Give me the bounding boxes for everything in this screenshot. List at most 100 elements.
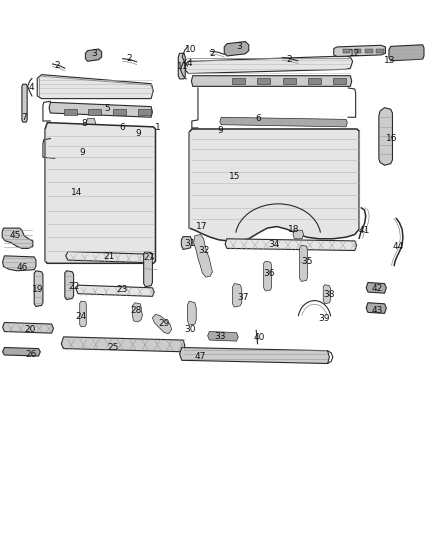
Bar xyxy=(365,49,373,53)
Polygon shape xyxy=(379,108,392,165)
Text: 31: 31 xyxy=(185,239,196,248)
Text: 20: 20 xyxy=(24,326,35,334)
Text: 43: 43 xyxy=(372,306,383,314)
Polygon shape xyxy=(65,271,74,300)
Text: 32: 32 xyxy=(198,246,209,255)
Text: 2: 2 xyxy=(127,54,132,63)
Text: 2: 2 xyxy=(210,49,215,58)
Polygon shape xyxy=(194,235,212,277)
Polygon shape xyxy=(152,314,172,334)
Text: 3: 3 xyxy=(236,43,242,51)
Text: 46: 46 xyxy=(16,263,28,272)
Text: 1: 1 xyxy=(155,124,161,132)
Polygon shape xyxy=(185,56,353,74)
Polygon shape xyxy=(97,127,148,135)
Polygon shape xyxy=(66,252,153,263)
Text: 47: 47 xyxy=(195,352,206,360)
Text: 9: 9 xyxy=(217,126,223,135)
Polygon shape xyxy=(208,332,238,341)
Text: 19: 19 xyxy=(32,286,43,294)
Polygon shape xyxy=(264,261,272,291)
Text: 9: 9 xyxy=(135,130,141,138)
Polygon shape xyxy=(187,301,196,325)
Polygon shape xyxy=(132,303,142,322)
Text: 24: 24 xyxy=(75,312,87,320)
Text: 2: 2 xyxy=(286,55,292,64)
Text: 42: 42 xyxy=(372,285,383,293)
Text: 23: 23 xyxy=(116,286,127,294)
Bar xyxy=(138,109,151,115)
Bar xyxy=(307,78,321,84)
Polygon shape xyxy=(45,123,155,263)
Text: 18: 18 xyxy=(288,225,299,233)
Text: 6: 6 xyxy=(119,124,125,132)
Bar xyxy=(64,109,77,115)
Text: 28: 28 xyxy=(130,306,141,314)
Text: 25: 25 xyxy=(107,343,119,352)
Text: 2: 2 xyxy=(54,61,60,69)
Text: 40: 40 xyxy=(254,334,265,342)
Text: 13: 13 xyxy=(384,56,396,65)
Polygon shape xyxy=(225,239,357,251)
Polygon shape xyxy=(366,303,386,313)
Bar xyxy=(353,49,361,53)
Polygon shape xyxy=(22,84,27,122)
Text: 37: 37 xyxy=(237,293,249,302)
Bar xyxy=(333,78,346,84)
Text: 35: 35 xyxy=(301,257,312,265)
Polygon shape xyxy=(181,237,192,249)
Polygon shape xyxy=(224,42,249,56)
Text: 5: 5 xyxy=(104,104,110,113)
Text: 4: 4 xyxy=(187,60,192,68)
Polygon shape xyxy=(34,271,43,306)
Text: 33: 33 xyxy=(214,333,226,341)
Polygon shape xyxy=(189,129,359,241)
Polygon shape xyxy=(85,49,102,61)
Polygon shape xyxy=(300,245,307,281)
Polygon shape xyxy=(334,45,385,56)
Polygon shape xyxy=(293,230,304,239)
Text: 4: 4 xyxy=(29,84,34,92)
Text: 10: 10 xyxy=(185,45,196,53)
Text: 3: 3 xyxy=(91,49,97,58)
Polygon shape xyxy=(323,285,331,304)
Text: 8: 8 xyxy=(81,119,88,128)
Text: 21: 21 xyxy=(104,252,115,261)
Polygon shape xyxy=(49,102,152,117)
Bar xyxy=(257,78,270,84)
Polygon shape xyxy=(220,117,347,127)
Text: 44: 44 xyxy=(392,242,403,251)
Polygon shape xyxy=(144,252,152,287)
Polygon shape xyxy=(2,228,33,248)
Bar xyxy=(113,109,126,115)
Text: 16: 16 xyxy=(386,134,398,143)
Text: 7: 7 xyxy=(21,113,27,122)
Text: 38: 38 xyxy=(324,290,335,299)
Polygon shape xyxy=(86,118,95,132)
Bar xyxy=(343,49,350,53)
Text: 39: 39 xyxy=(318,314,330,323)
Polygon shape xyxy=(180,348,329,364)
Polygon shape xyxy=(389,45,424,61)
Bar xyxy=(283,78,296,84)
Text: 14: 14 xyxy=(71,189,82,197)
Polygon shape xyxy=(366,282,386,293)
Bar xyxy=(376,49,384,53)
Text: 34: 34 xyxy=(268,240,279,248)
Polygon shape xyxy=(191,76,352,86)
Text: 30: 30 xyxy=(185,325,196,334)
Text: 41: 41 xyxy=(359,227,370,235)
Polygon shape xyxy=(76,285,154,296)
Bar xyxy=(232,78,245,84)
Text: 27: 27 xyxy=(143,253,155,262)
Text: 17: 17 xyxy=(196,222,207,231)
Polygon shape xyxy=(3,256,36,271)
Text: 6: 6 xyxy=(255,115,261,123)
Text: 11: 11 xyxy=(177,62,189,70)
Polygon shape xyxy=(3,322,53,333)
Bar xyxy=(88,109,102,115)
Polygon shape xyxy=(80,301,86,327)
Polygon shape xyxy=(3,348,40,356)
Text: 22: 22 xyxy=(68,282,79,291)
Text: 36: 36 xyxy=(264,269,275,278)
